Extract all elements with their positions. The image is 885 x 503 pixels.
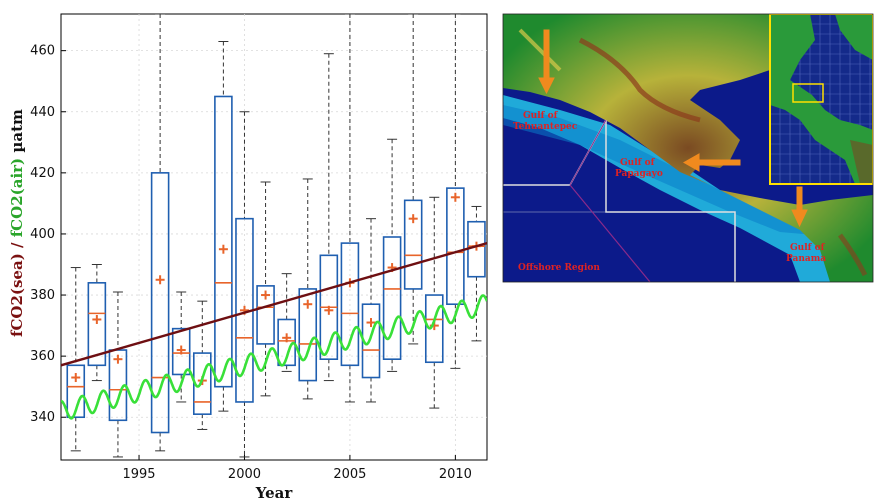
x-tick-label: 2010 [439,467,472,482]
y-tick-label: 420 [30,166,55,181]
region-map: Gulf of Tehuantepec Gulf of Papagayo Offsh… [503,14,873,282]
x-tick-label: 1995 [122,467,155,482]
y-tick-label: 380 [30,288,55,303]
x-axis-label: Year [255,484,294,502]
box-body [298,288,318,382]
box-2002 [277,273,296,372]
y-tick-label: 400 [30,227,55,242]
box-2003 [298,178,318,400]
y-tick-labels: 340 360 380 400 420 440 460 [30,44,55,426]
box-2001 [256,181,275,397]
box-1996 [150,14,170,452]
box-body [424,294,444,364]
sea-co2-trend-line [61,241,487,367]
x-tick-label: 2000 [228,467,261,482]
box-body [277,318,296,367]
box-2004 [319,53,339,382]
label-offshore: Offshore Region [518,263,600,273]
box-1993 [87,263,107,382]
y-axis-label: fCO2(sea) / fCO2(air) µatm [8,109,26,337]
panama-arrow [796,186,803,213]
box-2007 [382,138,402,372]
box-body [340,242,360,367]
tehuantepec-arrow [543,29,550,83]
box-1997 [171,291,191,403]
box-body [214,95,233,388]
box-body [87,282,107,367]
offshore-boundary [569,184,651,282]
box-2008 [403,14,423,345]
map-frame [502,13,874,283]
box-1992 [66,267,86,452]
inset-locator-map [769,14,873,185]
y-tick-label: 360 [30,349,55,364]
box-body [382,236,402,360]
y-tick-label: 340 [30,410,55,425]
inset-focus-box [792,83,824,103]
box-plot-chart: 340 360 380 400 420 440 460 1995 2000 2005 2010 Y… [8,13,488,502]
air-co2-line [61,294,487,420]
box-body [150,172,170,434]
y-tick-label: 460 [30,44,55,59]
x-tick-label: 2005 [333,467,366,482]
wind-arrows [538,29,808,228]
y-tick-label: 440 [30,105,55,120]
plot-frame [60,13,488,461]
x-tick-labels: 1995 2000 2005 2010 [122,467,471,482]
label-tehuantepec: Gulf of Tehuantepec [513,111,578,132]
box-1999 [214,40,233,412]
label-panama: Gulf of Panama [786,243,826,264]
papagayo-boundary [605,120,736,282]
box-body [171,327,191,376]
grid-lines [61,14,487,460]
box-body [256,285,275,345]
box-body [403,199,423,290]
inset-frame [769,14,873,185]
box-body [66,364,86,419]
box-body [446,187,465,306]
box-series [66,14,486,458]
trend-series [61,241,487,420]
papagayo-arrow [695,159,741,166]
land-mass [503,14,873,282]
label-papagayo: Gulf of Papagayo [615,158,663,179]
